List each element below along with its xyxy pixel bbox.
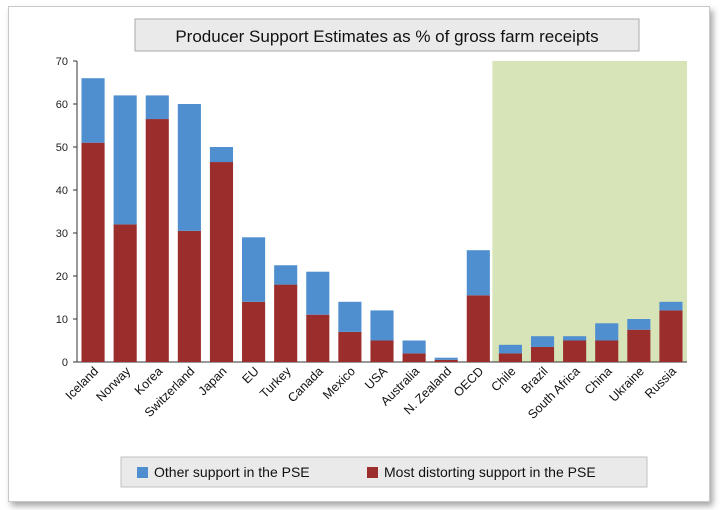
bar-other-eu [242,237,266,302]
bar-other-iceland [81,78,105,143]
bar-distorting-usa [370,340,394,362]
x-tick-label: Canada [285,364,326,405]
bar-other-switzerland [177,104,201,231]
bar-other-japan [209,147,234,163]
x-tick-label: Norway [93,364,133,404]
bar-distorting-china [595,340,619,362]
y-tick-label: 0 [62,357,68,369]
plot-area: 010203040506070IcelandNorwayKoreaSwitzer… [56,56,687,422]
legend-swatch [367,467,378,478]
bar-distorting-mexico [338,331,362,362]
x-tick-label: Japan [196,364,230,398]
bar-other-south-africa [563,336,587,341]
bar-other-ukraine [627,319,651,330]
bar-other-turkey [274,265,298,285]
bar-distorting-ukraine [627,329,651,362]
bar-other-brazil [530,336,555,347]
x-tick-label: Chile [488,364,518,394]
bar-other-n-zealand [434,357,458,360]
x-tick-label: USA [362,364,391,393]
legend: Other support in the PSE Most distorting … [120,456,648,488]
bar-distorting-australia [402,353,426,362]
bar-distorting-brazil [530,346,555,362]
bar-other-mexico [338,301,362,332]
bar-distorting-south-africa [563,340,587,362]
bar-other-china [595,323,619,341]
bar-other-usa [370,310,394,341]
bar-distorting-russia [659,310,683,362]
legend-label: Other support in the PSE [154,464,310,480]
bar-other-australia [402,340,426,354]
highlight-region [492,61,687,362]
title-box: Producer Support Estimates as % of gross… [134,18,640,52]
y-tick-label: 40 [56,185,68,197]
bar-distorting-oecd [466,295,490,362]
bar-distorting-norway [113,224,137,362]
bar-distorting-turkey [274,284,298,362]
chart-title: Producer Support Estimates as % of gross… [175,27,598,46]
y-tick-label: 70 [56,56,68,68]
y-tick-label: 50 [56,142,68,154]
y-tick-label: 30 [56,228,68,240]
x-tick-label: Mexico [320,364,358,402]
y-tick-label: 60 [56,99,68,111]
y-tick-label: 10 [56,314,68,326]
bar-other-korea [145,95,169,120]
x-tick-label: Russia [642,364,679,401]
bar-distorting-canada [306,314,330,362]
bar-other-oecd [466,250,490,296]
x-tick-label: Ukraine [607,364,647,404]
bar-distorting-n-zealand [434,359,458,362]
x-tick-label: EU [240,364,262,386]
bar-distorting-japan [209,162,234,362]
stacked-bar-chart: Producer Support Estimates as % of gross… [56,18,687,488]
legend-background [120,456,648,488]
x-tick-label: OECD [451,364,486,399]
bar-distorting-chile [498,353,522,362]
legend-label: Most distorting support in the PSE [384,464,596,480]
bar-other-canada [306,271,330,315]
legend-swatch [137,467,148,478]
chart-frame: Producer Support Estimates as % of gross… [8,6,710,502]
bar-distorting-eu [242,301,266,362]
bar-other-chile [498,344,522,354]
bar-distorting-korea [145,119,169,362]
title-background [134,18,640,52]
bar-other-russia [659,301,683,311]
bar-distorting-switzerland [177,230,201,362]
bar-distorting-iceland [81,142,105,362]
bar-other-norway [113,95,137,225]
y-tick-label: 20 [56,271,68,283]
